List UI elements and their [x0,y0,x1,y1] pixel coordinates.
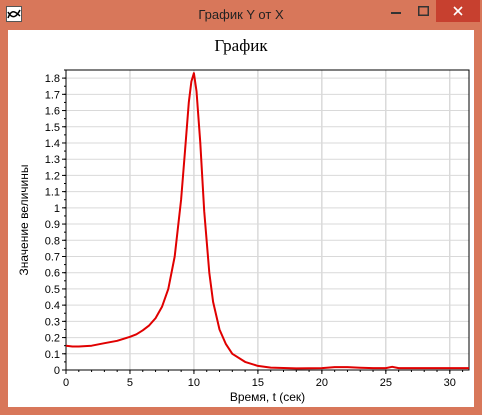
series-line-0 [65,72,469,370]
window-title: График Y от X [198,7,284,22]
y-tick-label: 1.3 [45,154,60,166]
x-tick-label: 5 [127,377,133,389]
y-tick-label: 0.6 [45,268,60,280]
x-tick-label: 15 [252,377,264,389]
y-tick-label: 1.8 [45,73,60,85]
x-axis-label: Время, t (сек) [230,390,305,404]
y-tick-label: 0.7 [45,251,60,263]
title-bar[interactable]: График Y от X [0,0,482,30]
y-tick-label: 1.5 [45,122,60,134]
maximize-icon [417,6,429,16]
y-tick-label: 0.8 [45,235,60,247]
x-tick-label: 10 [188,377,200,389]
line-chart: 0 5 10 15 20 25 30 0 0.1 0.2 0.3 0.4 0.5 0.6 0.7 0.8 0.9… [17,69,470,404]
series-layer [65,72,469,370]
x-tick-label: 0 [63,377,69,389]
maximize-button[interactable] [410,0,436,22]
y-tick-label: 1.4 [45,138,60,150]
chart-app-icon [6,6,22,22]
grid-lines [65,70,469,371]
y-tick-label: 0.1 [45,349,60,361]
axis-ticks: 0 5 10 15 20 25 30 0 0.1 0.2 0.3 0.4 0.5 0.6 0.7 0.8 0.9… [45,69,464,389]
x-tick-label: 20 [316,377,328,389]
x-tick-label: 25 [380,377,392,389]
y-tick-label: 1.7 [45,89,60,101]
y-tick-label: 1.2 [45,170,60,182]
plot-area [65,69,470,371]
y-tick-label: 1.1 [45,187,60,199]
y-tick-label: 0.9 [45,219,60,231]
y-tick-label: 0 [54,365,60,377]
y-tick-label: 1.6 [45,106,60,118]
chart-panel: График 0 5 10 15 20 25 30 0 0.1 0.2 0.3 0.4 0.5 0.6 0.… [8,30,474,407]
y-tick-label: 1 [54,203,60,215]
minimize-button[interactable] [382,0,410,22]
y-tick-label: 0.2 [45,333,60,345]
y-tick-label: 0.3 [45,316,60,328]
chart-title: График [214,36,268,55]
y-tick-label: 0.5 [45,284,60,296]
minimize-icon [391,12,401,14]
close-icon [453,6,463,16]
close-button[interactable] [436,0,480,22]
y-axis-label: Значение величины [17,165,31,276]
y-tick-label: 0.4 [45,300,60,312]
x-tick-label: 30 [444,377,456,389]
